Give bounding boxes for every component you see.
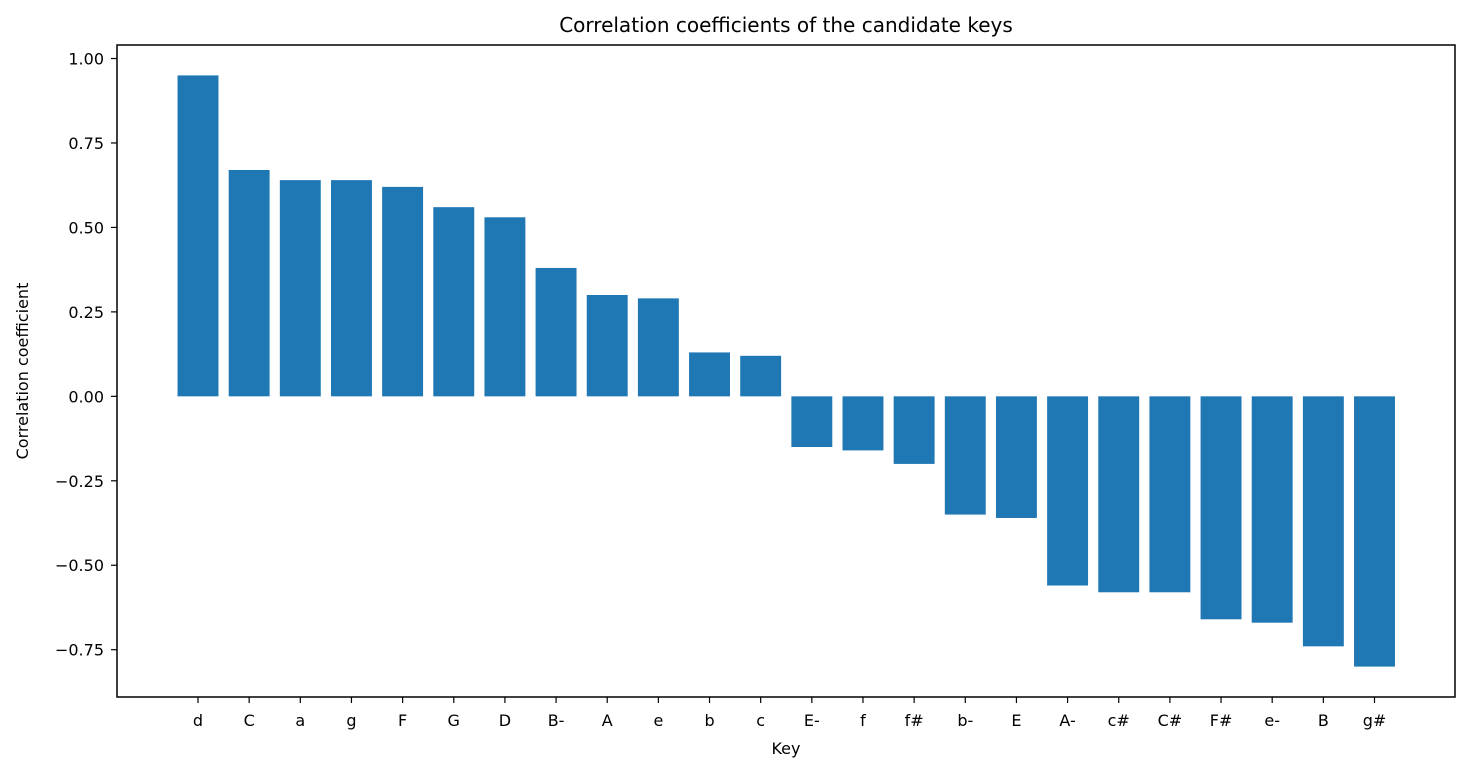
bar-E (995, 396, 1037, 518)
x-tick-label: e- (1264, 711, 1280, 730)
plot-frame (116, 44, 1456, 698)
bar-F# (1200, 396, 1242, 620)
bar-C (228, 169, 270, 397)
x-tick-label: F (398, 711, 407, 730)
y-tick-label: 0.50 (68, 218, 104, 237)
bar-b- (944, 396, 986, 515)
x-tick-label: D (499, 711, 511, 730)
bar-c (740, 355, 782, 397)
bar-B- (535, 267, 577, 397)
y-tick-label: 1.00 (68, 50, 104, 69)
bar-F (382, 186, 424, 397)
x-tick-label: E (1011, 711, 1021, 730)
bar-a (279, 180, 321, 397)
bar-c# (1098, 396, 1140, 593)
x-tick-label: C (244, 711, 255, 730)
bar-f# (893, 396, 935, 464)
x-tick-label: f# (905, 711, 924, 730)
chart-title: Correlation coefficients of the candidat… (559, 13, 1013, 37)
x-tick-label: g (346, 711, 356, 730)
x-tick-label: A- (1059, 711, 1075, 730)
bar-g (331, 180, 372, 397)
bar-D (484, 217, 526, 397)
x-tick-label: b- (957, 711, 973, 730)
y-tick-label: −0.75 (55, 641, 104, 660)
bar-b (689, 352, 730, 397)
x-tick-label: a (295, 711, 305, 730)
bar-E- (791, 396, 833, 448)
y-tick-label: 0.75 (68, 134, 104, 153)
x-tick-label: G (448, 711, 460, 730)
bar-f (842, 396, 884, 451)
x-tick-label: d (193, 711, 203, 730)
x-axis-title: Key (771, 739, 800, 758)
x-tick-label: B- (548, 711, 565, 730)
bars-group (177, 75, 1395, 667)
x-tick-label: g# (1363, 711, 1387, 730)
x-tick-label: A (602, 711, 613, 730)
y-tick-label: 0.00 (68, 387, 104, 406)
x-tick-label: e (653, 711, 663, 730)
bar-e- (1251, 396, 1293, 623)
bar-A- (1047, 396, 1089, 586)
x-tick-label: E- (804, 711, 820, 730)
bar-A (586, 294, 628, 397)
bar-d (177, 75, 219, 397)
bar-e (637, 298, 679, 397)
x-tick-label: C# (1158, 711, 1183, 730)
x-tick-label: f (860, 711, 866, 730)
x-tick-label: c (756, 711, 765, 730)
x-tick-label: F# (1210, 711, 1233, 730)
bar-B (1302, 396, 1344, 647)
x-tick-label: b (704, 711, 714, 730)
x-tick-label: c# (1108, 711, 1130, 730)
y-tick-label: −0.50 (55, 556, 104, 575)
bar-C# (1149, 396, 1191, 593)
y-tick-label: 0.25 (68, 303, 104, 322)
y-tick-label: −0.25 (55, 472, 104, 491)
y-axis: −0.75 −0.50 −0.25 0.00 0.25 0.50 0.75 1.00 (55, 50, 117, 660)
bar-g# (1354, 396, 1395, 667)
x-tick-label: B (1318, 711, 1329, 730)
y-axis-title: Correlation coefficient (13, 283, 32, 460)
bar-G (433, 207, 475, 397)
